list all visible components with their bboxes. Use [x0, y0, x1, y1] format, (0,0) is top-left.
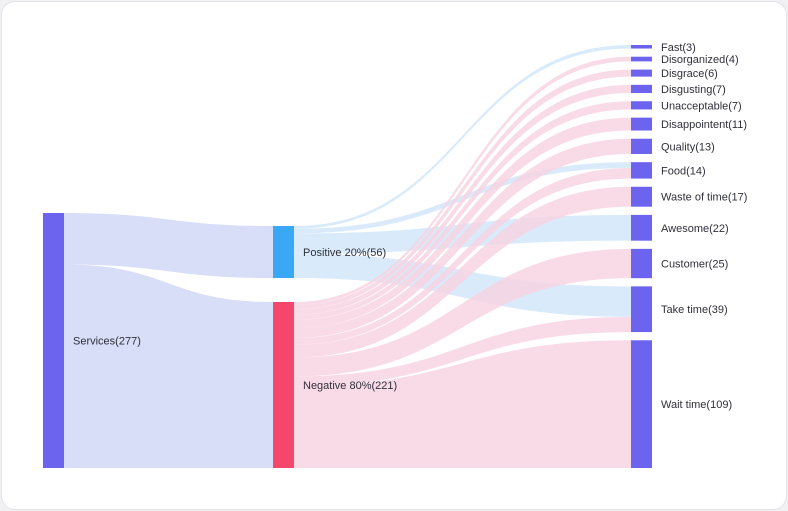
- link-negative-disgusting: [294, 84, 631, 315]
- link-services-positive: [64, 213, 273, 278]
- node-positive: [273, 226, 294, 278]
- node-label-services: Services(277): [73, 336, 141, 348]
- node-disorganized: [631, 56, 652, 62]
- nodes: Services(277) Positive 20%(56) Negative 80…: [43, 42, 747, 468]
- link-services-negative: [64, 264, 273, 468]
- node-label-disorganized: Disorganized(4): [661, 54, 739, 66]
- node-label-waittime: Wait time(109): [661, 399, 732, 411]
- node-label-customer: Customer(25): [661, 259, 728, 271]
- node-label-fast: Fast(3): [661, 42, 696, 54]
- node-awesome: [631, 214, 652, 241]
- link-negative-unacceptable: [294, 101, 631, 321]
- node-label-disappointent: Disappointent(11): [661, 119, 747, 131]
- node-label-food: Food(14): [661, 165, 706, 177]
- node-disappointent: [631, 117, 652, 131]
- node-label-awesome: Awesome(22): [661, 223, 729, 235]
- node-fast: [631, 45, 652, 49]
- link-negative-waittime: [294, 340, 631, 468]
- link-negative-customer: [294, 248, 631, 377]
- node-disgusting: [631, 84, 652, 94]
- node-taketime: [631, 286, 652, 333]
- link-negative-quality: [294, 138, 631, 339]
- link-negative-disgrace: [294, 69, 631, 310]
- node-waste: [631, 186, 652, 207]
- node-negative: [273, 302, 294, 468]
- node-food: [631, 162, 652, 179]
- node-label-negative: Negative 80%(221): [303, 380, 397, 392]
- node-label-positive: Positive 20%(56): [303, 247, 386, 259]
- node-label-disgusting: Disgusting(7): [661, 84, 726, 96]
- link-negative-waste: [294, 186, 631, 358]
- node-unacceptable: [631, 101, 652, 110]
- node-label-quality: Quality(13): [661, 141, 715, 153]
- link-negative-food: [294, 168, 631, 345]
- links: [64, 45, 631, 468]
- node-waittime: [631, 340, 652, 468]
- link-negative-disorganized: [294, 56, 631, 306]
- link-negative-disappointent: [294, 117, 631, 329]
- link-positive-fast: [294, 45, 631, 229]
- node-label-waste: Waste of time(17): [661, 192, 747, 204]
- node-label-unacceptable: Unacceptable(7): [661, 100, 742, 112]
- node-disgrace: [631, 69, 652, 77]
- node-customer: [631, 248, 652, 279]
- link-positive-taketime: [294, 253, 631, 317]
- node-services: [43, 213, 64, 468]
- node-label-disgrace: Disgrace(6): [661, 68, 718, 80]
- node-label-taketime: Take time(39): [661, 304, 728, 316]
- link-negative-taketime: [294, 316, 631, 387]
- node-quality: [631, 138, 652, 154]
